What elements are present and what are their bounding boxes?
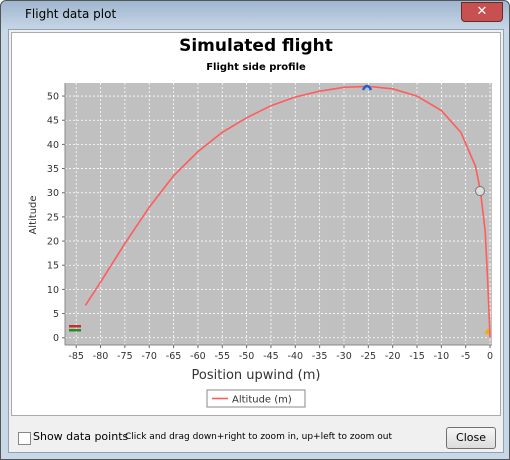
y-tick-label: 35 — [47, 164, 59, 175]
x-tick-label: -15 — [409, 351, 425, 362]
event-icon — [361, 84, 373, 91]
legend-label: Altitude (m) — [232, 395, 292, 406]
legend-box — [206, 389, 306, 408]
y-tick-label: 10 — [47, 285, 59, 296]
x-tick-label: -55 — [214, 351, 230, 362]
event-icon — [69, 329, 81, 332]
y-tick-label: 5 — [53, 309, 59, 320]
window-close[interactable]: ✕ — [461, 2, 503, 22]
x-tick-label: -85 — [68, 351, 84, 362]
window-title: Flight data plot — [25, 7, 117, 21]
x-tick-label: -80 — [93, 351, 109, 362]
x-tick-label: -25 — [361, 351, 377, 362]
y-tick-label: 20 — [47, 237, 59, 248]
y-tick-label: 30 — [47, 188, 59, 199]
x-tick-label: -5 — [461, 351, 470, 362]
close-button[interactable]: Close — [446, 427, 496, 449]
x-tick-label: -70 — [141, 351, 157, 362]
x-axis-label: Position upwind (m) — [192, 368, 321, 383]
y-tick-label: 25 — [47, 212, 59, 223]
hint-text: Click and drag down+right to zoom in, up… — [125, 432, 393, 442]
x-tick-label: -75 — [117, 351, 133, 362]
x-tick-label: -60 — [190, 351, 206, 362]
y-tick-label: 40 — [47, 140, 59, 151]
chart-title: Simulated flight — [179, 36, 333, 56]
checkbox-label[interactable]: Show data points — [33, 430, 129, 443]
event-icon — [475, 186, 485, 196]
event-icon — [484, 327, 489, 335]
x-tick-label: -20 — [385, 351, 401, 362]
y-tick-label: 50 — [47, 92, 59, 103]
checkbox[interactable] — [18, 432, 31, 445]
x-tick-label: -30 — [336, 351, 352, 362]
content: Simulated flight Flight side profile Pos… — [8, 29, 504, 453]
y-axis-label: Altitude — [28, 195, 39, 234]
x-tick-label: -65 — [166, 351, 182, 362]
chart-panel: Simulated flight Flight side profile Pos… — [11, 32, 501, 416]
y-tick-label: 15 — [47, 261, 59, 272]
x-tick-label: 0 — [487, 351, 493, 362]
series-line — [84, 85, 491, 338]
x-tick-label: -45 — [263, 351, 279, 362]
bottom-bar: Show data points Click and drag down+rig… — [9, 422, 503, 452]
x-tick-label: -10 — [434, 351, 450, 362]
chart-subtitle: Flight side profile — [206, 62, 306, 73]
y-tick-label: 0 — [53, 333, 59, 344]
event-icon — [69, 325, 81, 328]
x-tick-label: -35 — [312, 351, 328, 362]
chart: Simulated flight Flight side profile Pos… — [28, 36, 493, 408]
x-tick-label: -50 — [239, 351, 255, 362]
plot-area — [65, 83, 492, 345]
x-tick-label: -40 — [288, 351, 304, 362]
y-tick-label: 45 — [47, 116, 59, 127]
